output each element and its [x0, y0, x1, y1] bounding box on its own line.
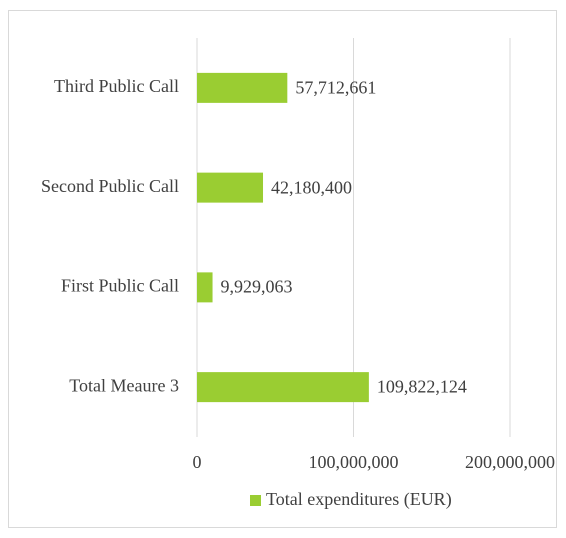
- bar: [197, 372, 369, 403]
- legend-swatch: [250, 495, 261, 506]
- legend-label: Total expenditures (EUR): [266, 489, 452, 510]
- y-tick-label: First Public Call: [61, 276, 179, 296]
- bar: [197, 72, 288, 103]
- bar: [197, 172, 264, 203]
- value-label: 57,712,661: [295, 77, 377, 98]
- value-label: 9,929,063: [220, 276, 293, 297]
- x-tick-label: 100,000,000: [309, 452, 399, 472]
- y-tick-label: Second Public Call: [41, 176, 179, 196]
- y-tick-label: Total Meaure 3: [69, 375, 179, 395]
- y-tick-label: Third Public Call: [54, 76, 179, 96]
- x-tick-label: 0: [193, 452, 202, 472]
- value-label: 42,180,400: [271, 177, 352, 198]
- value-label: 109,822,124: [376, 376, 467, 397]
- x-tick-label: 200,000,000: [465, 452, 555, 472]
- bar: [197, 272, 213, 303]
